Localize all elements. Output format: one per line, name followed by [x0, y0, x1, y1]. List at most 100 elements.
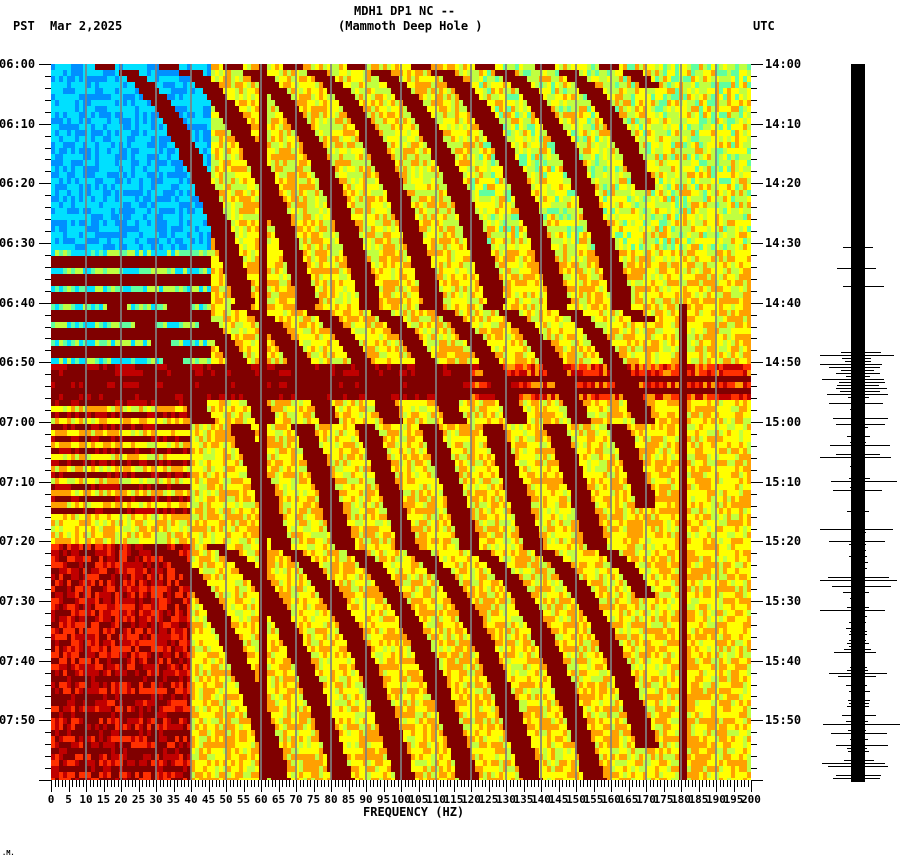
x-tick	[83, 780, 84, 787]
seismogram-sample	[852, 427, 868, 428]
seismogram-sample	[831, 481, 897, 482]
x-tick	[328, 780, 329, 787]
seismogram-sample	[854, 535, 862, 536]
y-tick-right	[751, 398, 757, 399]
seismogram-sample	[820, 580, 897, 581]
seismogram-sample	[856, 214, 860, 215]
seismogram-sample	[853, 502, 864, 503]
x-tick	[233, 780, 234, 787]
seismogram-sample	[839, 382, 885, 383]
seismogram-sample	[856, 328, 861, 329]
seismogram-sample	[853, 298, 863, 299]
seismogram-sample	[855, 190, 862, 191]
y-tick-right	[751, 768, 757, 769]
x-tick	[422, 780, 423, 787]
x-tick	[580, 780, 581, 787]
x-tick	[506, 780, 507, 792]
y-tick-left	[45, 577, 51, 578]
y-tick-right	[751, 279, 757, 280]
date-label: Mar 2,2025	[50, 19, 122, 33]
x-tick	[643, 780, 644, 787]
grid-line	[470, 64, 472, 780]
seismogram-sample	[852, 682, 863, 683]
grid-line	[85, 64, 87, 780]
y-tick-left	[45, 744, 51, 745]
seismogram-sample	[853, 94, 863, 95]
seismogram-sample	[820, 529, 893, 530]
y-tick-right	[751, 374, 757, 375]
x-tick	[622, 780, 623, 787]
seismogram-sample	[829, 541, 885, 542]
seismogram-sample	[853, 292, 866, 293]
x-tick	[534, 780, 535, 787]
seismogram-sample	[852, 433, 865, 434]
x-tick	[65, 780, 66, 787]
x-tick	[216, 780, 217, 787]
x-tick	[702, 780, 703, 787]
seismogram-sample	[855, 712, 862, 713]
x-tick	[373, 780, 374, 787]
y-tick-left	[45, 494, 51, 495]
y-tick-right	[751, 637, 757, 638]
y-tick-right	[751, 386, 757, 387]
seismogram-sample	[847, 511, 869, 512]
x-tick	[314, 780, 315, 792]
seismogram-sample	[828, 766, 888, 767]
y-tick-right	[751, 124, 763, 125]
y-tick-left	[45, 446, 51, 447]
y-tick-left	[45, 338, 51, 339]
x-tick	[160, 780, 161, 787]
x-tick	[653, 780, 654, 787]
seismogram-sample	[852, 709, 865, 710]
x-tick	[191, 780, 192, 792]
y-tick-left	[45, 696, 51, 697]
x-tick	[331, 780, 332, 792]
x-tick	[352, 780, 353, 787]
grid-line	[225, 64, 227, 780]
seismogram-sample	[854, 97, 861, 98]
x-tick	[76, 780, 77, 787]
y-label-left: 07:00	[0, 416, 35, 428]
x-tick	[268, 780, 269, 787]
x-tick	[363, 780, 364, 787]
seismogram-sample	[854, 469, 863, 470]
y-label-left: 07:30	[0, 595, 35, 607]
seismogram-sample	[851, 562, 868, 563]
y-tick-left	[39, 482, 51, 483]
y-tick-right	[751, 470, 757, 471]
y-label-right: 15:30	[765, 595, 801, 607]
seismogram-sample	[854, 238, 860, 239]
seismogram-sample	[855, 118, 859, 119]
seismogram-sample	[855, 472, 861, 473]
y-tick-left	[39, 780, 51, 781]
seismogram-sample	[855, 250, 860, 251]
y-tick-right	[751, 148, 757, 149]
x-tick	[538, 780, 539, 787]
seismogram-sample	[856, 277, 860, 278]
seismogram-sample	[853, 475, 863, 476]
y-tick-right	[751, 267, 757, 268]
y-label-right: 14:30	[765, 237, 801, 249]
y-tick-left	[45, 410, 51, 411]
y-tick-right	[751, 482, 763, 483]
y-tick-right	[751, 494, 757, 495]
x-tick	[625, 780, 626, 787]
seismogram-sample	[854, 346, 861, 347]
y-tick-right	[751, 100, 757, 101]
x-tick	[104, 780, 105, 792]
x-tick	[559, 780, 560, 792]
x-label: 200	[736, 794, 766, 806]
y-tick-left	[45, 458, 51, 459]
x-tick	[468, 780, 469, 787]
y-tick-right	[751, 159, 757, 160]
y-tick-left	[45, 350, 51, 351]
y-tick-left	[45, 649, 51, 650]
seismogram-sample	[854, 163, 861, 164]
seismogram-sample	[855, 343, 861, 344]
seismogram-sample	[848, 700, 870, 701]
seismogram-sample	[855, 571, 862, 572]
seismogram-sample	[823, 724, 900, 725]
seismogram-sample	[853, 553, 865, 554]
grid-line	[575, 64, 577, 780]
y-label-right: 15:00	[765, 416, 801, 428]
